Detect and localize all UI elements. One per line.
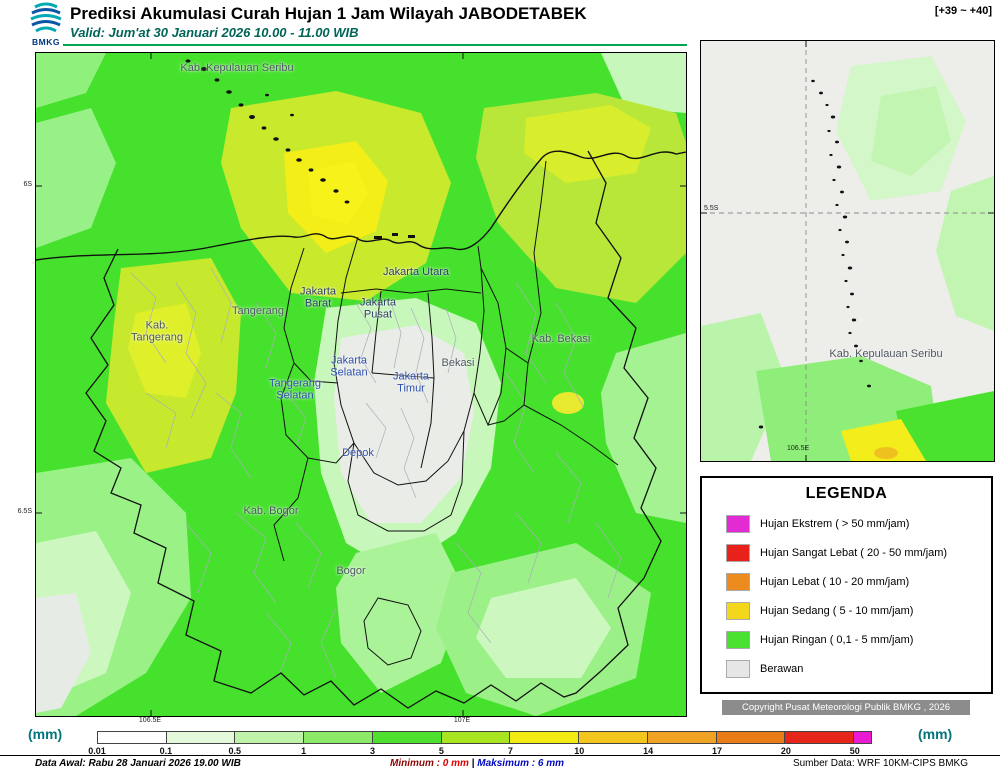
bmkg-logo: BMKG (26, 2, 66, 47)
colorbar-tick: 7 (507, 746, 513, 756)
legend-label: Hujan Ekstrem ( > 50 mm/jam) (760, 517, 910, 530)
map-region-label: Depok (342, 446, 374, 459)
minmax-separator: | (471, 758, 475, 769)
sumber-data-text: Sumber Data: WRF 10KM-CIPS BMKG (792, 758, 968, 769)
colorbar-unit-right: (mm) (918, 726, 953, 742)
colorbar-tick: 10 (574, 746, 585, 756)
legend-item: Berawan (702, 654, 991, 683)
legend-label: Berawan (760, 662, 804, 675)
colorbar-ticks: 0.01 0.1 0.5 1 3 5 7 10 14 17 20 50 (88, 746, 872, 757)
valid-value: Jum'at 30 Januari 2026 10.00 - 11.00 WIB (108, 25, 359, 40)
colorbar-tick: 14 (643, 746, 654, 756)
colorbar-tick: 50 (849, 746, 860, 756)
colorbar-segment (372, 732, 442, 743)
colorbar-tick: 20 (780, 746, 791, 756)
map-region-label: Bekasi (441, 356, 475, 369)
bmkg-logo-icon (30, 2, 62, 33)
inset-lat-tick: 5.5S (704, 205, 719, 212)
maksimum-value: 6 mm (537, 758, 564, 769)
minimum-label: Minimum : (390, 758, 440, 769)
valid-label: Valid: (70, 25, 105, 40)
maksimum-label: Maksimum : (477, 758, 536, 769)
map-region-label: Tangerang Selatan (269, 377, 321, 402)
inset-region-label: Kab. Kepulauan Seribu (829, 348, 943, 360)
colorbar-segment (647, 732, 717, 743)
map-region-label: Kab. Bogor (243, 504, 299, 517)
colorbar-segment (510, 732, 580, 743)
map-region-label: Jakarta Pusat (359, 296, 397, 321)
map-region-label: Kab. Kepulauan Seribu (180, 61, 294, 74)
legend-swatch (726, 543, 750, 562)
forecast-hours-badge: [+39 ~ +40] (934, 5, 992, 17)
colorbar-tick: 17 (711, 746, 723, 756)
legend-label: Hujan Sangat Lebat ( 20 - 50 mm/jam) (760, 546, 948, 559)
map-region-label: Kab. Tangerang (131, 319, 183, 344)
colorbar-segment (785, 732, 855, 743)
main-map[interactable]: Kab. Kepulauan Seribu Jakarta Utara Jakart… (35, 52, 687, 717)
legend-box: LEGENDA Hujan Ekstrem ( > 50 mm/jam) Huja… (700, 476, 993, 694)
inset-islands (758, 79, 871, 429)
colorbar-segment (716, 732, 786, 743)
colorbar-segment (579, 732, 648, 743)
colorbar-unit-left: (mm) (28, 726, 63, 742)
legend-swatch (726, 514, 750, 533)
legend-items: Hujan Ekstrem ( > 50 mm/jam) Hujan Sangat… (702, 509, 991, 683)
legend-swatch (726, 572, 750, 591)
valid-time-line: Valid: Jum'at 30 Januari 2026 10.00 - 11… (70, 25, 359, 40)
colorbar-segment (235, 732, 305, 743)
legend-item: Hujan Ringan ( 0,1 - 5 mm/jam) (702, 625, 991, 654)
colorbar-tick: 3 (370, 746, 376, 756)
legend-label: Hujan Sedang ( 5 - 10 mm/jam) (760, 604, 914, 617)
legend-label: Hujan Ringan ( 0,1 - 5 mm/jam) (760, 633, 914, 646)
colorbar-segment (98, 732, 167, 743)
legend-item: Hujan Sedang ( 5 - 10 mm/jam) (702, 596, 991, 625)
legend-swatch (726, 630, 750, 649)
legend-swatch (726, 659, 750, 678)
page-title: Prediksi Akumulasi Curah Hujan 1 Jam Wil… (70, 4, 587, 23)
legend-label: Hujan Lebat ( 10 - 20 mm/jam) (760, 575, 910, 588)
legend-item: Hujan Sangat Lebat ( 20 - 50 mm/jam) (702, 538, 991, 567)
legend-title: LEGENDA (805, 485, 888, 502)
map-lon-tick: 106.5E (138, 717, 162, 724)
map-region-label: Jakarta Utara (382, 265, 450, 278)
colorbar-tick: 0.1 (159, 746, 173, 756)
inset-map-kepulauan-seribu[interactable]: Kab. Kepulauan Seribu 5.5S 106.5E (700, 40, 995, 462)
map-region-label: Jakarta Timur (392, 370, 430, 395)
colorbar-tick: 0.01 (88, 746, 106, 756)
map-region-label: Bogor (336, 564, 366, 577)
colorbar-segment (854, 732, 872, 743)
minimum-value: 0 mm (442, 758, 469, 769)
legend-swatch (726, 601, 750, 620)
legend-item: Hujan Lebat ( 10 - 20 mm/jam) (702, 567, 991, 596)
map-lon-tick: 107E (453, 717, 471, 724)
bmkg-logo-text: BMKG (32, 37, 60, 47)
colorbar-segment (166, 732, 236, 743)
colorbar (97, 731, 872, 744)
header-divider (63, 44, 687, 46)
map-region-labels: Kab. Kepulauan Seribu Jakarta Utara Jakart… (36, 53, 686, 716)
colorbar-tick: 5 (438, 746, 444, 756)
map-region-label: Kab. Bekasi (531, 332, 591, 345)
map-region-label: Jakarta Barat (299, 285, 337, 310)
copyright-bar: Copyright Pusat Meteorologi Publik BMKG … (722, 700, 970, 715)
map-lat-tick: 6.5S (17, 508, 32, 515)
legend-item: Hujan Ekstrem ( > 50 mm/jam) (702, 509, 991, 538)
map-lat-tick: 6S (23, 181, 32, 188)
colorbar-tick: 1 (301, 746, 307, 756)
footer-divider (0, 755, 1000, 756)
map-region-label: Tangerang (232, 304, 284, 317)
colorbar-segment (304, 732, 373, 743)
main-map-graphic (36, 53, 686, 716)
inset-map-graphic (701, 41, 994, 461)
data-awal-text: Data Awal: Rabu 28 Januari 2026 19.00 WI… (35, 758, 241, 769)
colorbar-segment (441, 732, 511, 743)
map-region-label: Jakarta Selatan (330, 354, 368, 379)
minmax-text: Minimum : 0 mm | Maksimum : 6 mm (390, 758, 564, 769)
inset-lon-tick: 106.5E (787, 445, 810, 452)
colorbar-tick: 0.5 (228, 746, 242, 756)
islands (185, 59, 415, 239)
